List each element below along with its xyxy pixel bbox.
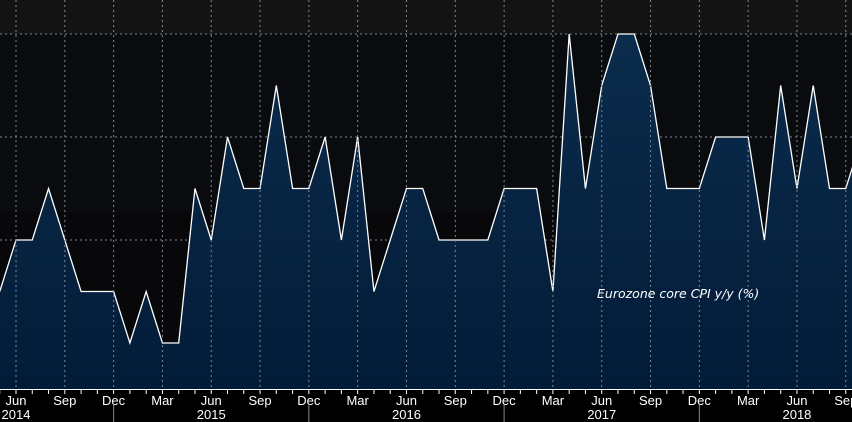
x-tick-label: Dec xyxy=(297,393,321,408)
x-year-label: 2015 xyxy=(197,407,226,422)
series-line xyxy=(0,33,852,346)
x-tick-label: Sep xyxy=(53,393,76,408)
x-tick-label: Dec xyxy=(688,393,712,408)
x-tick-label: Jun xyxy=(396,393,417,408)
series-annotation: Eurozone core CPI y/y (%) xyxy=(597,286,759,301)
x-tick-label: Mar xyxy=(542,393,565,408)
x-year-label: 2018 xyxy=(782,407,811,422)
x-tick-label: Sep xyxy=(248,393,271,408)
x-year-label: 2014 xyxy=(2,407,31,422)
x-year-label: 2017 xyxy=(587,407,616,422)
x-tick-label: Mar xyxy=(151,393,174,408)
x-tick-label: Jun xyxy=(591,393,612,408)
series-area xyxy=(0,34,852,389)
x-tick-label: Jun xyxy=(201,393,222,408)
x-axis-background xyxy=(0,389,852,422)
plot-top-band xyxy=(0,0,852,34)
x-tick-label: Sep xyxy=(444,393,467,408)
x-tick-label: Sep xyxy=(834,393,852,408)
x-tick-label: Mar xyxy=(737,393,760,408)
x-tick-label: Mar xyxy=(346,393,369,408)
x-tick-label: Sep xyxy=(639,393,662,408)
x-tick-label: Jun xyxy=(6,393,27,408)
x-tick-label: Dec xyxy=(102,393,126,408)
x-year-label: 2016 xyxy=(392,407,421,422)
x-tick-label: Dec xyxy=(493,393,517,408)
x-tick-label: Jun xyxy=(786,393,807,408)
